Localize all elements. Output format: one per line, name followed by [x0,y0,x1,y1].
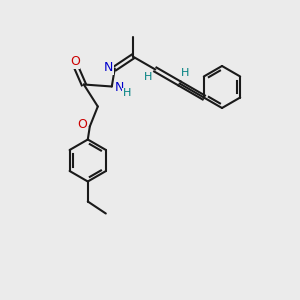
Text: H: H [180,68,189,79]
Text: N: N [115,81,124,94]
Text: H: H [144,73,152,82]
Text: O: O [77,118,87,131]
Text: N: N [104,61,113,74]
Text: H: H [123,88,131,98]
Text: O: O [70,55,80,68]
